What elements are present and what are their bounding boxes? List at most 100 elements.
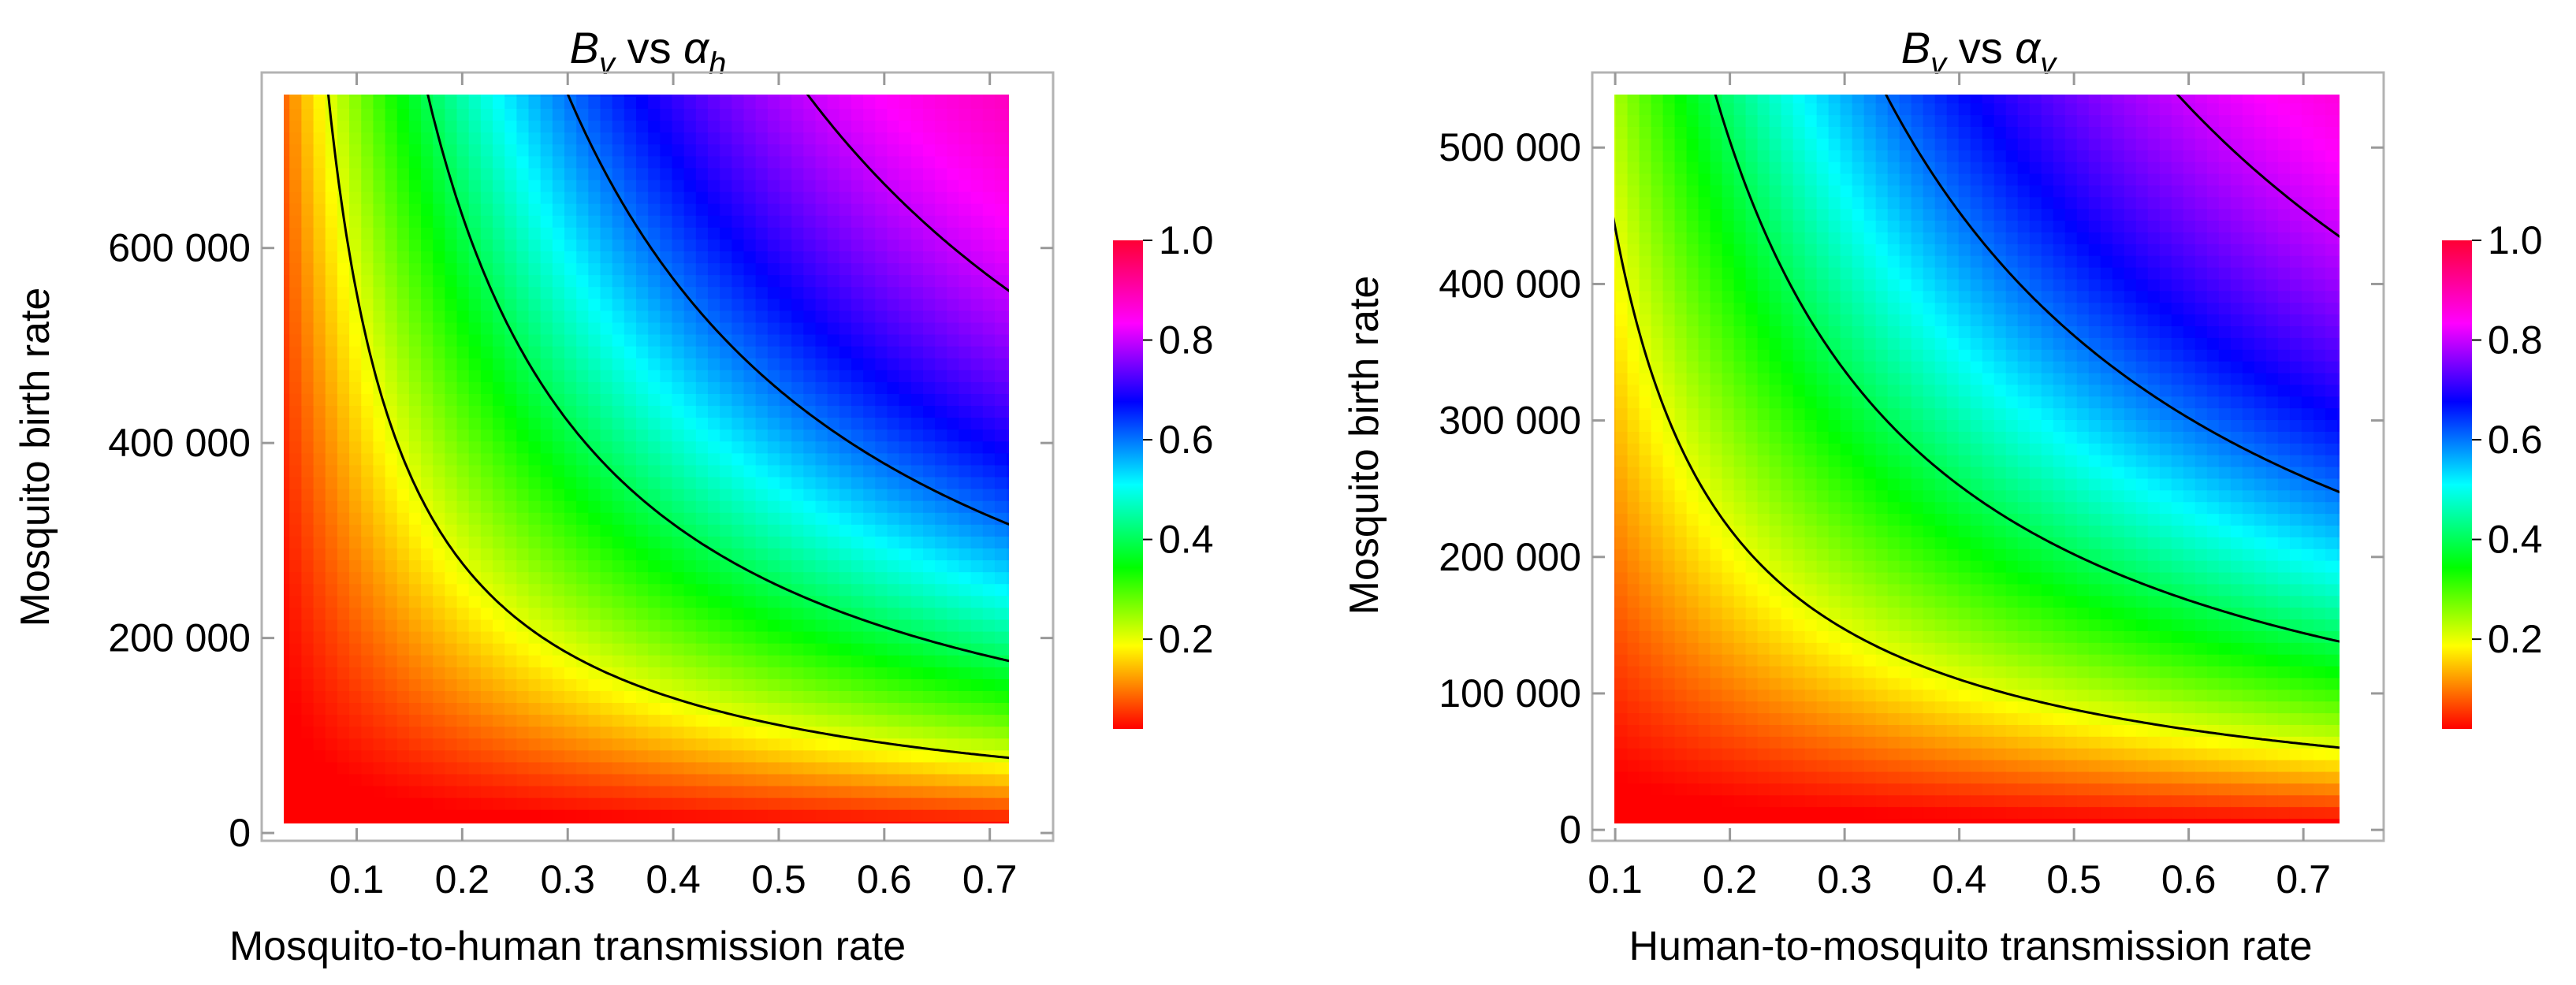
heatmap-cell xyxy=(910,583,924,597)
heatmap-cell xyxy=(289,476,303,489)
heatmap-cell xyxy=(1698,138,1711,151)
heatmap-cell xyxy=(695,773,709,786)
heatmap-cell xyxy=(695,429,709,442)
heatmap-cell xyxy=(588,345,601,359)
heatmap-cell xyxy=(970,179,984,192)
heatmap-cell xyxy=(1627,759,1640,772)
heatmap-cell xyxy=(493,143,505,157)
heatmap-cell xyxy=(576,262,590,276)
heatmap-cell xyxy=(755,95,769,97)
heatmap-cell xyxy=(648,132,661,145)
heatmap-cell xyxy=(373,607,386,620)
heatmap-cell xyxy=(301,440,315,454)
heatmap-cell xyxy=(1745,677,1759,690)
heatmap-cell xyxy=(875,511,888,525)
heatmap-cell xyxy=(1627,665,1640,678)
heatmap-cell xyxy=(540,227,553,240)
heatmap-cell xyxy=(959,405,972,418)
heatmap-cell xyxy=(408,369,422,382)
heatmap-cell xyxy=(576,619,590,632)
heatmap-cell xyxy=(779,274,792,288)
heatmap-cell xyxy=(875,96,888,110)
heatmap-cell xyxy=(373,749,386,763)
heatmap-cell xyxy=(982,500,996,513)
heatmap-cell xyxy=(1018,619,1031,632)
heatmap-cell xyxy=(480,595,493,608)
heatmap-cell xyxy=(947,536,960,548)
heatmap-cell xyxy=(1698,607,1711,620)
heatmap-cell xyxy=(660,357,673,370)
heatmap-cell xyxy=(1674,255,1688,268)
heatmap-cell xyxy=(731,738,745,751)
heatmap-cell xyxy=(445,559,458,573)
heatmap-cell xyxy=(1615,607,1629,620)
heatmap-cell xyxy=(493,678,505,691)
heatmap-cell xyxy=(791,536,805,548)
heatmap-cell xyxy=(612,381,625,394)
heatmap-cell xyxy=(1651,454,1664,467)
heatmap-cell xyxy=(1651,583,1664,597)
heatmap-cell xyxy=(373,155,386,169)
heatmap-cell xyxy=(313,761,326,775)
heatmap-cell xyxy=(982,286,996,299)
heatmap-cell xyxy=(731,95,745,97)
heatmap-cell xyxy=(552,476,565,489)
heatmap-cell xyxy=(289,571,303,585)
heatmap-cell xyxy=(910,595,924,608)
heatmap-cell xyxy=(289,452,303,466)
heatmap-cell xyxy=(708,797,720,810)
heatmap-cell xyxy=(743,488,757,501)
heatmap-cell xyxy=(1662,571,1676,585)
heatmap-cell xyxy=(576,571,590,585)
heatmap-cell xyxy=(1614,466,1617,479)
heatmap-cell xyxy=(284,298,291,311)
heatmap-cell xyxy=(959,179,972,192)
heatmap-cell xyxy=(528,417,542,430)
heatmap-cell xyxy=(767,286,780,299)
heatmap-cell xyxy=(648,108,661,121)
heatmap-cell xyxy=(349,666,363,679)
heatmap-cell xyxy=(421,286,434,299)
heatmap-cell xyxy=(875,785,888,798)
heatmap-cell xyxy=(516,761,530,775)
heatmap-cell xyxy=(313,440,326,454)
heatmap-cell xyxy=(396,262,410,276)
heatmap-cell xyxy=(755,357,769,370)
heatmap-cell xyxy=(887,405,900,418)
heatmap-cell xyxy=(552,214,565,228)
heatmap-cell xyxy=(1627,384,1640,397)
heatmap-cell xyxy=(1614,583,1617,597)
heatmap-cell xyxy=(445,262,458,276)
heatmap-cell xyxy=(301,488,315,501)
heatmap-cell xyxy=(301,761,315,775)
heatmap-cell xyxy=(612,690,625,704)
heatmap-cell xyxy=(731,524,745,537)
heatmap-cell xyxy=(815,571,828,585)
heatmap-cell xyxy=(959,678,972,691)
heatmap-cell xyxy=(1710,290,1723,303)
heatmap-cell xyxy=(493,95,505,97)
heatmap-cell xyxy=(1710,806,1723,820)
heatmap-cell xyxy=(408,167,422,180)
heatmap-cell xyxy=(935,654,948,667)
heatmap-cell xyxy=(284,524,291,537)
heatmap-cell xyxy=(1745,278,1759,292)
heatmap-cell xyxy=(325,536,338,548)
heatmap-cell xyxy=(947,369,960,382)
heatmap-cell xyxy=(887,548,900,561)
heatmap-cell xyxy=(1614,443,1617,455)
heatmap-cell xyxy=(708,761,720,775)
heatmap-cell xyxy=(468,821,482,823)
heatmap-cell xyxy=(1615,196,1629,210)
heatmap-cell xyxy=(815,381,828,394)
heatmap-cell xyxy=(767,654,780,667)
heatmap-cell xyxy=(1018,239,1031,251)
heatmap-cell xyxy=(1745,806,1759,820)
heatmap-cell xyxy=(408,690,422,704)
heatmap-cell xyxy=(1030,726,1043,738)
heatmap-cell xyxy=(672,536,685,548)
heatmap-cell xyxy=(743,369,757,382)
heatmap-cell xyxy=(922,120,936,133)
heatmap-cell xyxy=(564,500,577,513)
heatmap-cell xyxy=(1674,677,1688,690)
